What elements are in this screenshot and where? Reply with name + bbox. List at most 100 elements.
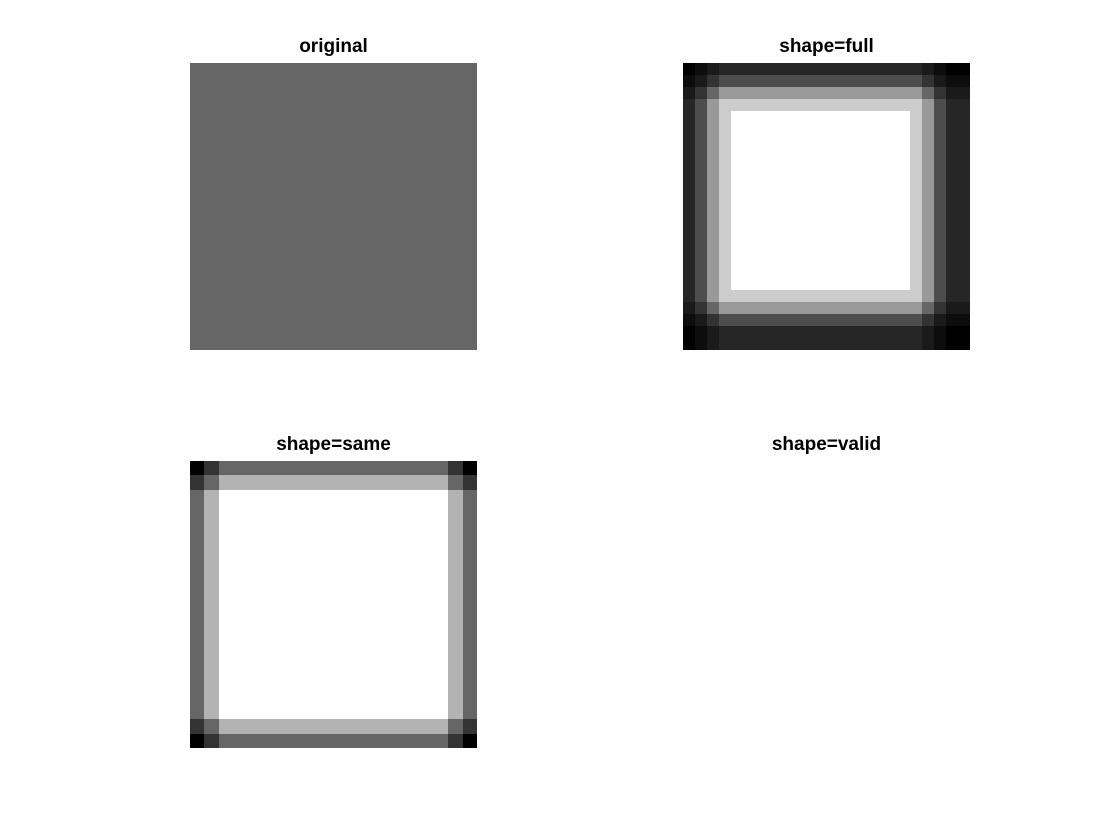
heatmap-cell — [898, 230, 910, 242]
heatmap-cell — [827, 207, 838, 218]
heatmap-cell — [448, 207, 477, 235]
heatmap-cell — [377, 590, 391, 605]
heatmap-cell — [348, 633, 362, 648]
heatmap-cell — [334, 619, 348, 633]
heatmap-cell — [247, 590, 262, 605]
heatmap-cell — [815, 123, 827, 135]
heatmap-cell — [707, 207, 719, 218]
heatmap-cell — [362, 92, 391, 120]
heatmap-cell — [791, 87, 803, 99]
heatmap-cell — [305, 705, 319, 719]
heatmap-cell — [233, 662, 247, 676]
heatmap-cell — [233, 461, 247, 475]
heatmap-cell — [434, 490, 448, 504]
heatmap-cell — [767, 99, 779, 111]
heatmap-cell — [803, 147, 815, 159]
heatmap-cell — [695, 171, 707, 183]
heatmap-cell — [219, 605, 233, 619]
heatmap-cell — [874, 314, 886, 326]
heatmap-cell — [290, 705, 305, 719]
heatmap-cell — [850, 266, 862, 278]
heatmap-cell — [334, 264, 362, 293]
heatmap-cell — [204, 662, 219, 676]
heatmap-cell — [305, 619, 319, 633]
heatmap-cell — [190, 63, 219, 92]
heatmap-cell — [219, 504, 233, 518]
heatmap-cell — [434, 719, 448, 734]
heatmap-cell — [448, 705, 463, 719]
heatmap-cell — [319, 561, 334, 576]
heatmap-cell — [767, 266, 779, 278]
heatmap-cell — [262, 633, 276, 648]
heatmap-cell — [305, 590, 319, 605]
heatmap-cell — [290, 676, 305, 691]
heatmap-cell — [731, 326, 743, 338]
heatmap-cell — [755, 147, 767, 159]
heatmap-cell — [276, 518, 290, 533]
heatmap-cell — [922, 183, 934, 195]
heatmap-cell — [719, 326, 731, 338]
heatmap-cell — [305, 321, 334, 350]
heatmap-cell — [683, 99, 695, 111]
heatmap-cell — [319, 676, 334, 691]
heatmap-cell — [862, 338, 874, 350]
heatmap-cell — [779, 195, 791, 207]
heatmap-cell — [755, 242, 767, 254]
heatmap-cell — [405, 547, 420, 561]
heatmap-plot — [190, 63, 477, 350]
heatmap-cell — [731, 159, 743, 171]
heatmap-cell — [420, 619, 434, 633]
heatmap-cell — [348, 547, 362, 561]
heatmap-cell — [958, 159, 970, 171]
heatmap-cell — [886, 338, 898, 350]
heatmap-cell — [204, 475, 219, 490]
heatmap-cell — [767, 111, 779, 123]
heatmap-cell — [743, 326, 755, 338]
heatmap-cell — [405, 475, 420, 490]
heatmap-cell — [743, 207, 755, 218]
heatmap-cell — [362, 633, 377, 648]
heatmap-cell — [910, 266, 922, 278]
heatmap-cell — [731, 242, 743, 254]
heatmap-cell — [348, 734, 362, 748]
heatmap-cell — [247, 561, 262, 576]
heatmap-cell — [219, 293, 247, 321]
heatmap-cell — [219, 149, 247, 178]
heatmap-cell — [934, 207, 946, 218]
heatmap-cell — [463, 533, 477, 547]
heatmap-cell — [779, 63, 791, 75]
heatmap-cell — [803, 207, 815, 218]
heatmap-cell — [850, 159, 862, 171]
heatmap-cell — [262, 590, 276, 605]
heatmap-cell — [391, 63, 420, 92]
heatmap-cell — [190, 676, 204, 691]
heatmap-cell — [743, 230, 755, 242]
heatmap-cell — [958, 147, 970, 159]
heatmap-cell — [755, 75, 767, 87]
heatmap-cell — [767, 207, 779, 218]
heatmap-cell — [262, 461, 276, 475]
heatmap-cell — [190, 691, 204, 705]
heatmap-cell — [362, 676, 377, 691]
heatmap-cell — [683, 75, 695, 87]
heatmap-cell — [247, 633, 262, 648]
heatmap-cell — [815, 266, 827, 278]
heatmap-cell — [791, 195, 803, 207]
heatmap-cell — [922, 147, 934, 159]
heatmap-cell — [743, 159, 755, 171]
heatmap-cell — [755, 326, 767, 338]
heatmap-cell — [377, 734, 391, 748]
heatmap-cell — [958, 99, 970, 111]
heatmap-cell — [707, 159, 719, 171]
heatmap-cell — [767, 195, 779, 207]
heatmap-cell — [305, 676, 319, 691]
heatmap-cell — [731, 278, 743, 290]
heatmap-cell — [779, 75, 791, 87]
heatmap-cell — [448, 547, 463, 561]
heatmap-cell — [695, 326, 707, 338]
heatmap-cell — [377, 576, 391, 590]
heatmap-cell — [262, 533, 276, 547]
heatmap-cell — [362, 605, 377, 619]
heatmap-cell — [204, 504, 219, 518]
heatmap-cell — [922, 254, 934, 266]
